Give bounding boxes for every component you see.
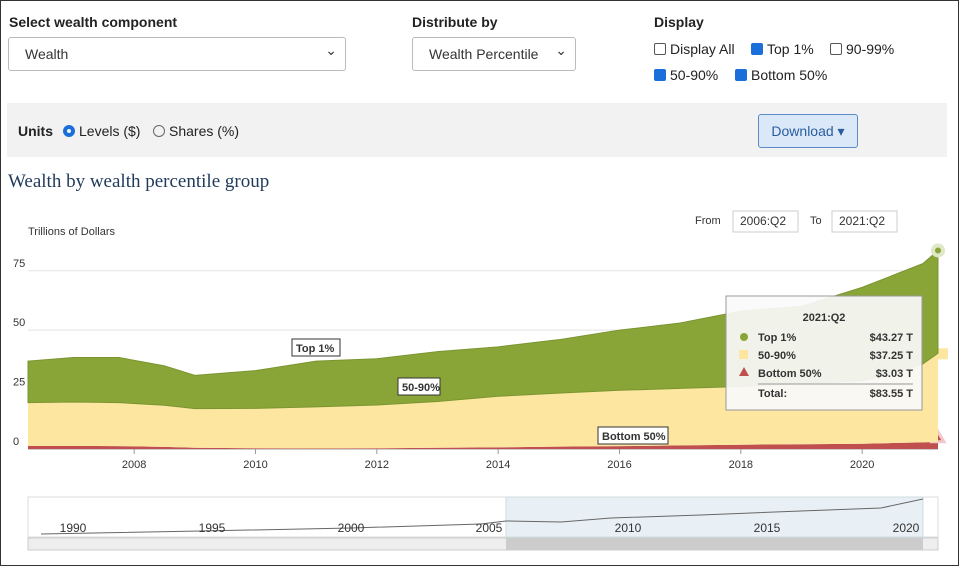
- area: [28, 353, 938, 449]
- legend-icon: [740, 333, 748, 341]
- y-tick-label: 25: [13, 377, 25, 389]
- navigator-line: [40, 498, 924, 535]
- label-text: 50-90%: [402, 382, 440, 394]
- tooltip-name: Bottom 50%: [758, 368, 822, 380]
- tooltip-value: $37.25 T: [870, 350, 914, 362]
- select[interactable]: Wealth Percentile: [412, 37, 576, 71]
- radio-label: Levels ($): [79, 123, 141, 139]
- navigator-label: 1995: [199, 521, 226, 535]
- from-label: From: [695, 215, 721, 227]
- input[interactable]: [831, 210, 898, 233]
- checkbox-label: 50-90%: [670, 67, 719, 83]
- radio-dot: [153, 125, 165, 137]
- chart-title: Wealth by wealth percentile group: [8, 171, 270, 192]
- checkbox-label: Bottom 50%: [751, 67, 828, 83]
- legend-icon: [739, 350, 748, 359]
- tooltip-value: $43.27 T: [870, 332, 914, 344]
- x-tick-label: 2010: [243, 459, 267, 471]
- checkbox-box: [735, 69, 747, 81]
- radio[interactable]: Levels ($): [63, 123, 140, 139]
- label-text: Top 1%: [296, 343, 335, 355]
- series-label: Bottom 50%: [597, 426, 669, 445]
- checkbox[interactable]: 90-99%: [830, 41, 894, 57]
- y-label: Trillions of Dollars: [28, 226, 116, 238]
- to: 2021:Q2: [839, 214, 885, 228]
- navigator-selection: [505, 496, 924, 538]
- navigator-label: 2000: [338, 521, 365, 535]
- checkbox[interactable]: Top 1%: [751, 41, 814, 57]
- label: Display: [654, 14, 704, 30]
- navigator-label: 2020: [893, 521, 920, 535]
- label: Select wealth component: [9, 14, 178, 30]
- x-tick-label: 2008: [122, 459, 146, 471]
- label-box: [397, 377, 441, 396]
- checkbox-label: Display All: [670, 41, 735, 57]
- area: [27, 249, 939, 410]
- select[interactable]: Wealth: [8, 37, 346, 71]
- navigator-label: 2005: [476, 521, 503, 535]
- radio-dot: [63, 125, 75, 137]
- navigator-label: 1990: [60, 521, 87, 535]
- x-tick-label: 2014: [486, 459, 510, 471]
- tooltip-total: $83.55 T: [870, 388, 914, 400]
- area: [28, 441, 938, 449]
- tooltip: 2021:Q2 Top 1% $43.27 T 50-90% $37.25 T Botto…: [725, 295, 923, 411]
- checkbox-box: [751, 43, 763, 55]
- checkbox-box: [830, 43, 842, 55]
- series-label: Top 1%: [291, 338, 341, 357]
- marker: [937, 348, 948, 360]
- x-tick-label: 2020: [850, 459, 874, 471]
- input[interactable]: [732, 210, 799, 233]
- download-button[interactable]: Download ▾: [758, 114, 858, 148]
- tooltip-value: $3.03 T: [876, 368, 914, 380]
- checkbox[interactable]: Bottom 50%: [735, 67, 827, 83]
- tooltip-name: 50-90%: [758, 350, 796, 362]
- navigator-label: 2010: [615, 521, 642, 535]
- label: Distribute by: [412, 14, 498, 30]
- tooltip-name: Top 1%: [758, 332, 797, 344]
- to-label: To: [810, 215, 822, 227]
- from: 2006:Q2: [740, 214, 786, 228]
- label: Units: [18, 123, 53, 139]
- marker: [931, 243, 945, 258]
- radio-label: Shares (%): [169, 123, 240, 139]
- x-tick-label: 2018: [729, 459, 753, 471]
- y-tick-label: 50: [13, 317, 25, 329]
- legend-icon: [739, 367, 749, 376]
- checkbox-label: 90-99%: [846, 41, 895, 57]
- button-text: Download: [771, 123, 834, 139]
- x-tick-label: 2016: [607, 459, 631, 471]
- checkbox-box: [654, 43, 666, 55]
- scrollbar-thumb: [506, 538, 923, 550]
- radio[interactable]: Shares (%): [153, 123, 239, 139]
- label-box: [597, 426, 669, 445]
- series-label: 50-90%: [397, 377, 441, 396]
- checkbox[interactable]: 50-90%: [654, 67, 718, 83]
- y-tick-label: 75: [13, 258, 25, 270]
- x-tick-label: 2012: [365, 459, 389, 471]
- label-box: [291, 338, 341, 357]
- toolbar: Units Levels ($) Shares (%) Download ▾: [7, 103, 947, 157]
- tooltip-total-label: Total:: [758, 388, 787, 400]
- checkbox[interactable]: Display All: [654, 41, 735, 57]
- checkbox-label: Top 1%: [767, 41, 814, 57]
- y-tick-label: 0: [13, 436, 19, 448]
- navigator-label: 2015: [754, 521, 781, 535]
- tooltip-title: 2021:Q2: [803, 312, 846, 324]
- label-text: Bottom 50%: [602, 431, 666, 443]
- checkbox-box: [654, 69, 666, 81]
- tooltip-box: [725, 295, 923, 411]
